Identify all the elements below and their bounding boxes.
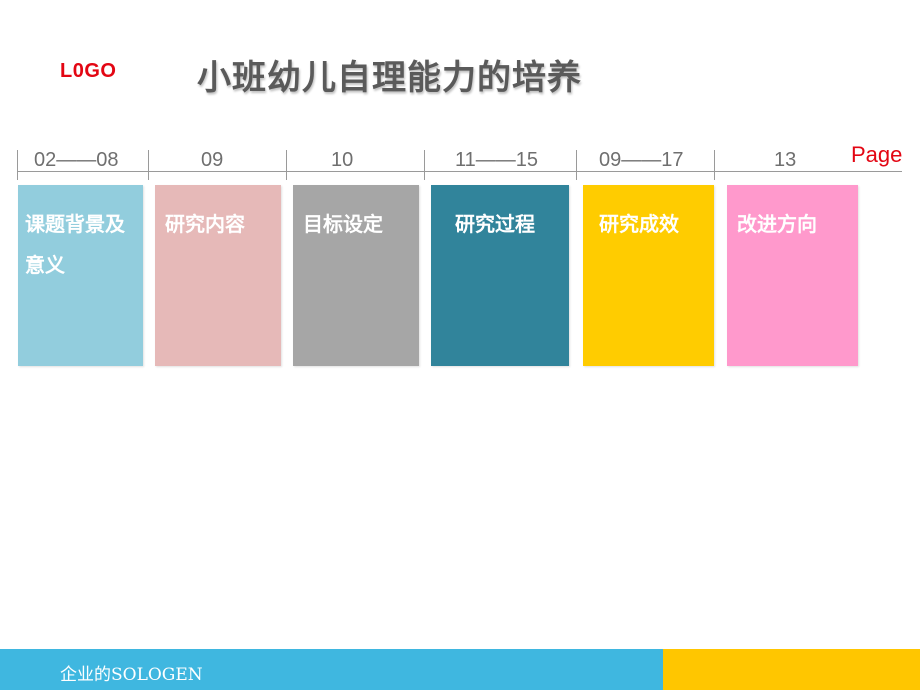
page-label: Page [851,142,903,167]
card-label: 研究成效 [599,212,679,236]
card-research-process [431,185,569,366]
timeline-tick [576,150,577,180]
footer-bar-right [663,649,920,690]
timeline-tick [286,150,287,180]
timeline-tick [148,150,149,180]
page-title: 小班幼儿自理能力的培养 [197,58,582,98]
card-label: 目标设定 [303,212,383,236]
card-research-content [155,185,281,366]
card-label: 改进方向 [737,212,817,236]
card-research-results [583,185,714,366]
timeline-range-label: 10 [331,149,354,171]
timeline-range-label: 09——17 [599,149,684,171]
timeline-tick [424,150,425,180]
card-label: 研究过程 [455,212,535,236]
timeline-range-label: 13 [774,149,797,171]
timeline-axis-line [17,171,902,172]
card-background [18,185,143,366]
timeline-tick [714,150,715,180]
timeline-range-label: 09 [201,149,224,171]
card-improvement-direction [727,185,858,366]
card-label: 课题背景及意义 [25,212,125,277]
timeline-range-label: 02——08 [34,149,119,171]
card-goal-setting [293,185,419,366]
card-label: 研究内容 [165,212,245,236]
timeline-tick [17,150,18,180]
timeline-range-label: 11——15 [455,149,539,171]
footer-bar-left [0,649,663,690]
footer-company-text: 企业的SOLOGEN [60,665,203,685]
logo: L0GO [60,60,117,82]
